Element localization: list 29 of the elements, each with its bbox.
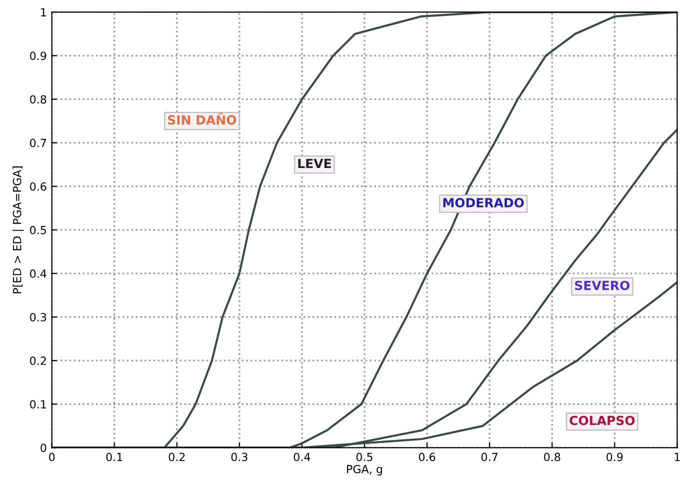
x-tick-label: 0.5 [356,452,372,462]
annotation: MODERADO [443,198,524,208]
x-tick-label: 0.3 [231,452,248,462]
x-tick-label: 0.4 [294,452,310,462]
y-tick-label: 0.9 [30,52,46,60]
y-axis-title: P[ED > ED | PGA=PGA] [12,166,24,294]
x-tick-label: 0.7 [481,452,498,462]
annotation: SEVERO [575,280,630,290]
annotation: COLAPSO [570,416,635,426]
y-tick-label: 0 [40,444,46,452]
annotation: SIN DAÑO [168,112,236,125]
y-tick-label: 0.2 [30,356,46,365]
x-tick-label: 0.9 [606,452,623,462]
y-tick-label: 0.3 [30,312,46,322]
y-tick-label: 0.7 [30,138,46,148]
y-tick-label: 0.1 [30,400,46,409]
y-tick-label: 1 [41,8,46,16]
y-tick-label: 0.4 [30,269,46,278]
y-tick-label: 0.6 [30,182,46,191]
x-tick-label: 0.1 [106,452,122,462]
x-tick-label: 0 [49,452,55,462]
x-tick-label: 1 [674,452,680,462]
x-tick-label: 0.8 [544,452,560,462]
x-tick-label: 0.6 [418,452,436,462]
y-tick-label: 0.5 [30,226,46,234]
x-axis-title: PGA, g [347,464,382,476]
y-tick-label: 0.8 [30,95,46,104]
x-tick-label: 0.2 [168,452,185,462]
annotation: LEVE [298,158,331,168]
